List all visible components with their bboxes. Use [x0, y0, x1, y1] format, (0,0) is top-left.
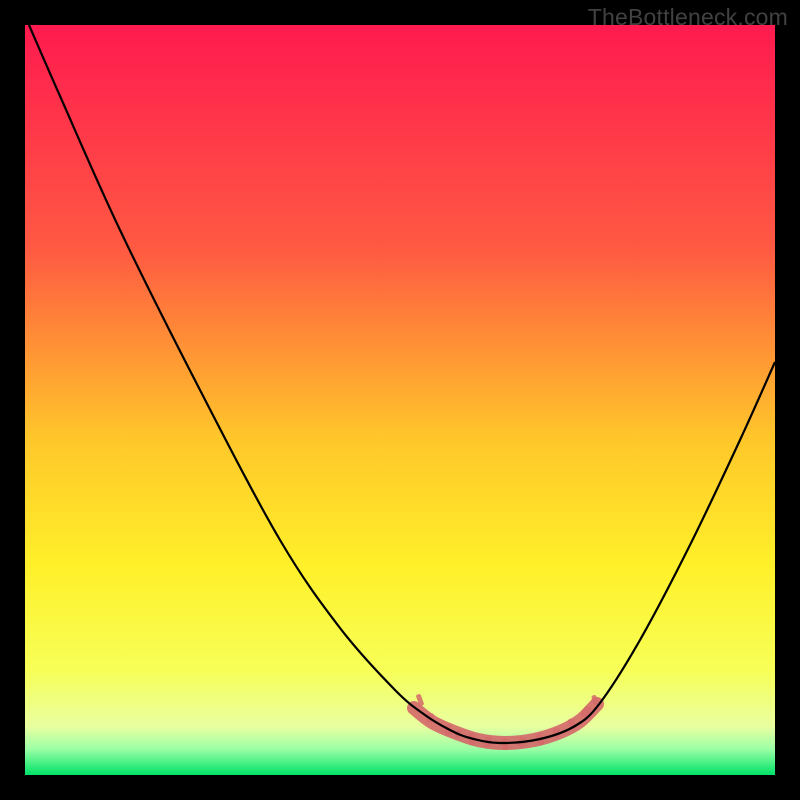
- bottleneck-chart: [0, 0, 800, 800]
- chart-frame: TheBottleneck.com: [0, 0, 800, 800]
- plot-background: [25, 25, 775, 775]
